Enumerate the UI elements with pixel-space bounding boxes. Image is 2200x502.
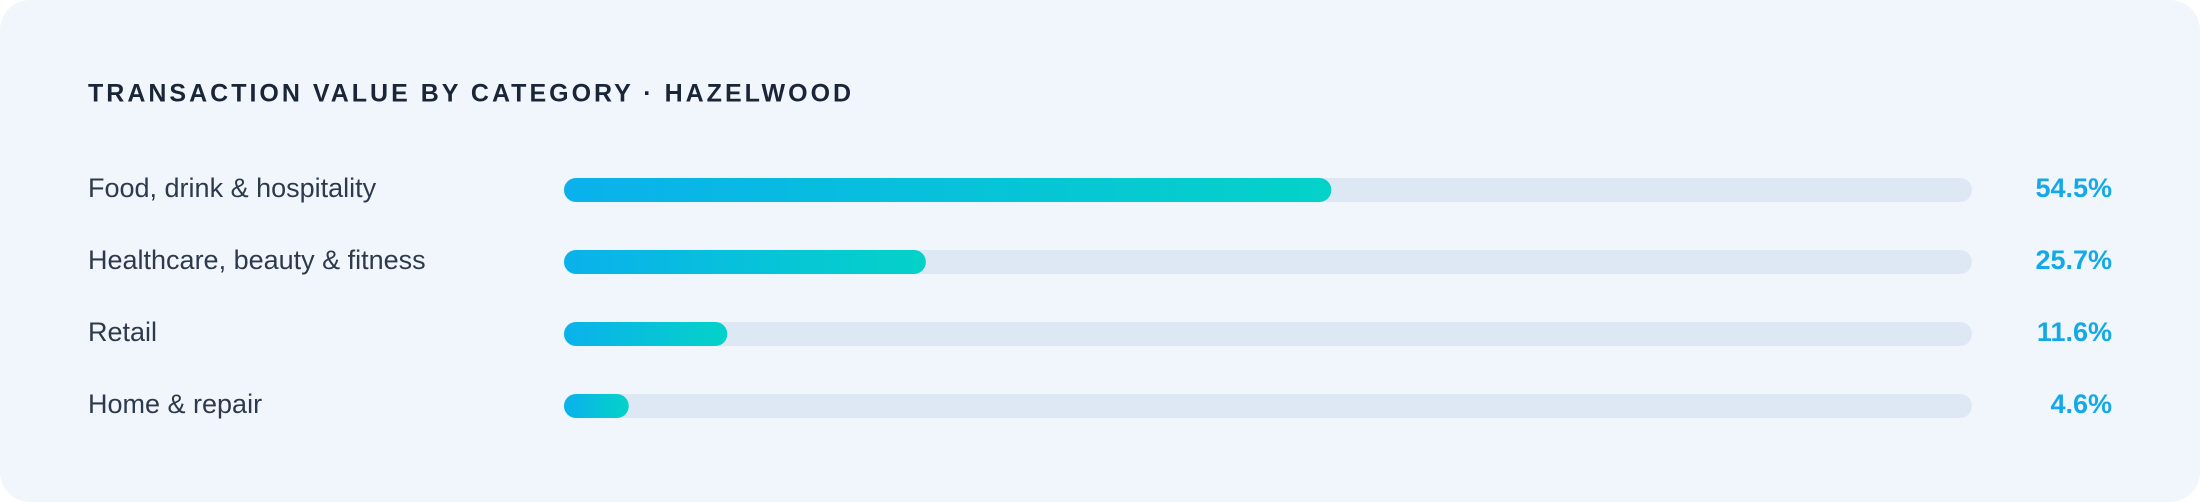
category-label: Healthcare, beauty & fitness xyxy=(88,245,426,275)
category-label: Home & repair xyxy=(88,389,262,419)
category-label: Retail xyxy=(88,317,157,347)
value-label: 11.6% xyxy=(2037,317,2112,347)
bar xyxy=(564,322,728,346)
bar-track xyxy=(564,394,1972,418)
value-label: 4.6% xyxy=(2050,389,2112,419)
bar xyxy=(564,178,1332,202)
category-label: Food, drink & hospitality xyxy=(88,173,377,203)
bar xyxy=(564,250,926,274)
bar xyxy=(564,394,629,418)
chart-title: TRANSACTION VALUE BY CATEGORY · HAZELWOO… xyxy=(88,80,854,108)
value-label: 54.5% xyxy=(2035,173,2112,203)
bar-track xyxy=(564,322,1972,346)
value-label: 25.7% xyxy=(2035,245,2112,275)
